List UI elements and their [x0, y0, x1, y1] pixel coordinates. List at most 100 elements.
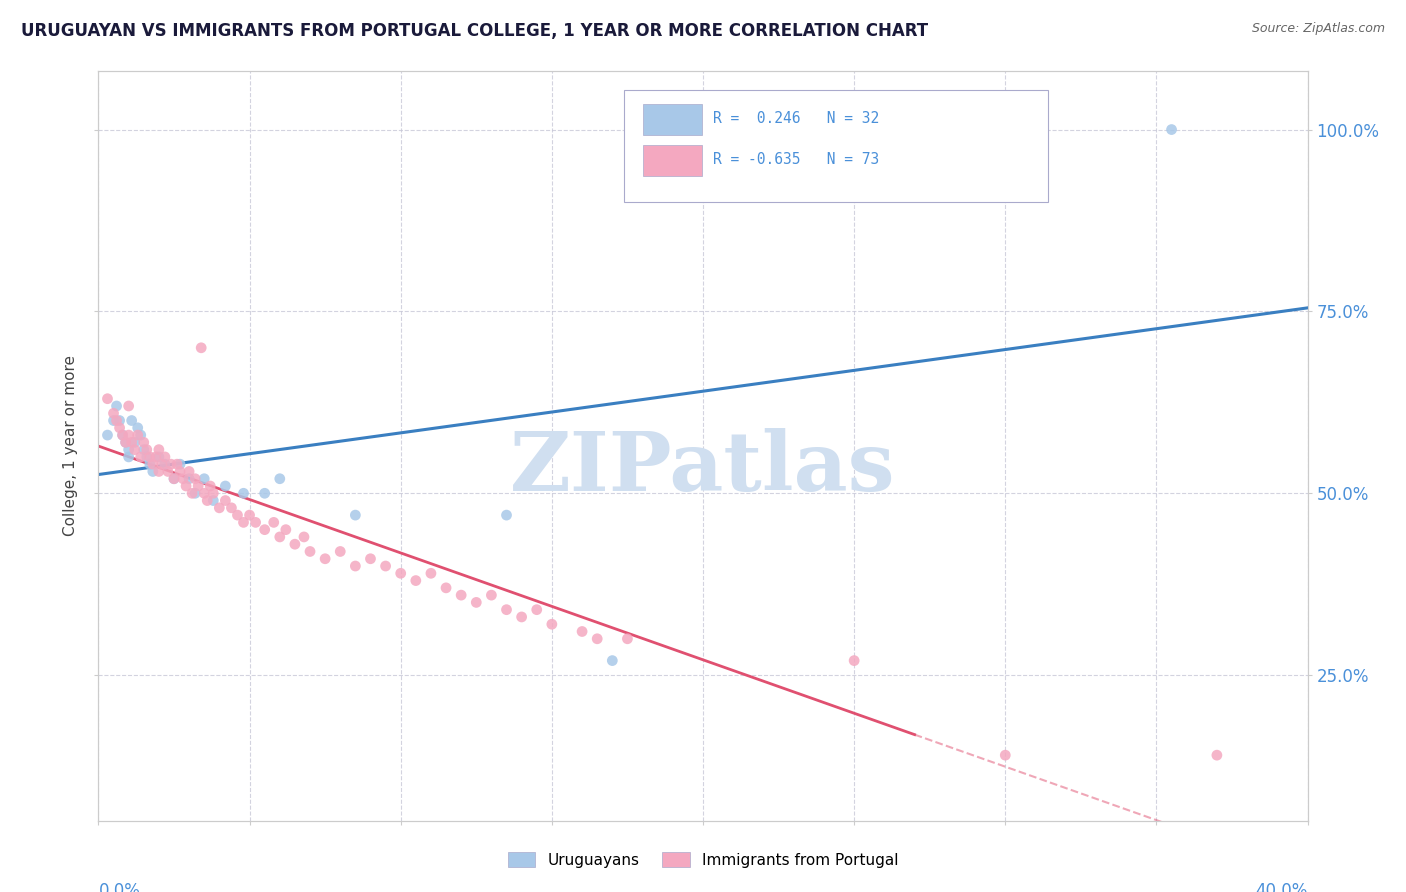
Point: [526, 602, 548, 616]
Point: [142, 465, 165, 479]
Point: [1206, 748, 1229, 763]
Point: [121, 413, 143, 427]
Point: [239, 508, 262, 522]
Point: [187, 479, 209, 493]
Point: [405, 574, 427, 588]
Point: [269, 530, 291, 544]
Point: [274, 523, 297, 537]
Point: [214, 479, 236, 493]
Point: [465, 595, 488, 609]
Text: URUGUAYAN VS IMMIGRANTS FROM PORTUGAL COLLEGE, 1 YEAR OR MORE CORRELATION CHART: URUGUAYAN VS IMMIGRANTS FROM PORTUGAL CO…: [21, 22, 928, 40]
Point: [616, 632, 638, 646]
Point: [145, 450, 167, 464]
Point: [129, 428, 152, 442]
Point: [111, 428, 134, 442]
Point: [169, 457, 191, 471]
Point: [132, 442, 155, 457]
Point: [200, 479, 222, 493]
Text: 0.0%: 0.0%: [98, 882, 141, 892]
Point: [135, 450, 157, 464]
Point: [103, 413, 125, 427]
Point: [844, 654, 866, 668]
Point: [121, 435, 143, 450]
Point: [195, 493, 218, 508]
Point: [153, 450, 176, 464]
Point: [139, 450, 162, 464]
Point: [96, 392, 118, 406]
Point: [169, 465, 191, 479]
Point: [245, 516, 267, 530]
Point: [292, 530, 315, 544]
Point: [202, 493, 225, 508]
Point: [994, 748, 1017, 763]
Point: [226, 508, 249, 522]
Y-axis label: College, 1 year or more: College, 1 year or more: [63, 356, 79, 536]
Point: [124, 435, 146, 450]
Point: [148, 442, 170, 457]
Point: [253, 523, 276, 537]
Point: [184, 486, 207, 500]
Point: [111, 428, 134, 442]
Point: [135, 442, 157, 457]
Point: [105, 399, 128, 413]
Point: [174, 479, 197, 493]
Point: [153, 457, 176, 471]
Point: [118, 442, 141, 457]
Point: [389, 566, 412, 581]
Point: [284, 537, 307, 551]
Point: [114, 435, 136, 450]
Point: [184, 472, 207, 486]
Text: R = -0.635   N = 73: R = -0.635 N = 73: [713, 153, 879, 168]
Point: [124, 442, 146, 457]
Point: [202, 486, 225, 500]
Point: [179, 465, 201, 479]
Point: [1160, 122, 1182, 136]
FancyBboxPatch shape: [624, 90, 1047, 202]
Point: [132, 435, 155, 450]
Point: [166, 457, 188, 471]
Point: [586, 632, 609, 646]
Point: [193, 472, 215, 486]
Text: R =  0.246   N = 32: R = 0.246 N = 32: [713, 112, 879, 126]
FancyBboxPatch shape: [643, 103, 702, 135]
Point: [118, 450, 141, 464]
Point: [571, 624, 593, 639]
Legend: Uruguayans, Immigrants from Portugal: Uruguayans, Immigrants from Portugal: [501, 844, 905, 875]
Point: [208, 500, 231, 515]
Text: 40.0%: 40.0%: [1256, 882, 1308, 892]
Point: [118, 399, 141, 413]
Point: [269, 472, 291, 486]
Point: [142, 457, 165, 471]
Point: [163, 472, 186, 486]
Point: [105, 413, 128, 427]
Text: ZIPatlas: ZIPatlas: [510, 428, 896, 508]
Point: [602, 654, 624, 668]
Point: [540, 617, 562, 632]
Point: [360, 551, 382, 566]
Point: [495, 508, 517, 522]
Point: [481, 588, 503, 602]
Point: [253, 486, 276, 500]
Point: [179, 472, 201, 486]
Point: [299, 544, 322, 558]
Point: [193, 486, 215, 500]
Point: [263, 516, 285, 530]
Point: [420, 566, 443, 581]
Point: [232, 516, 254, 530]
Point: [103, 406, 125, 420]
Point: [163, 472, 186, 486]
Point: [127, 428, 149, 442]
Text: Source: ZipAtlas.com: Source: ZipAtlas.com: [1251, 22, 1385, 36]
Point: [172, 472, 194, 486]
Point: [148, 450, 170, 464]
Point: [434, 581, 457, 595]
Point: [495, 602, 517, 616]
Point: [156, 465, 179, 479]
Point: [139, 457, 162, 471]
Point: [181, 486, 204, 500]
Point: [374, 559, 396, 574]
Point: [160, 457, 183, 471]
Point: [108, 413, 131, 427]
Point: [96, 428, 118, 442]
Point: [510, 610, 533, 624]
